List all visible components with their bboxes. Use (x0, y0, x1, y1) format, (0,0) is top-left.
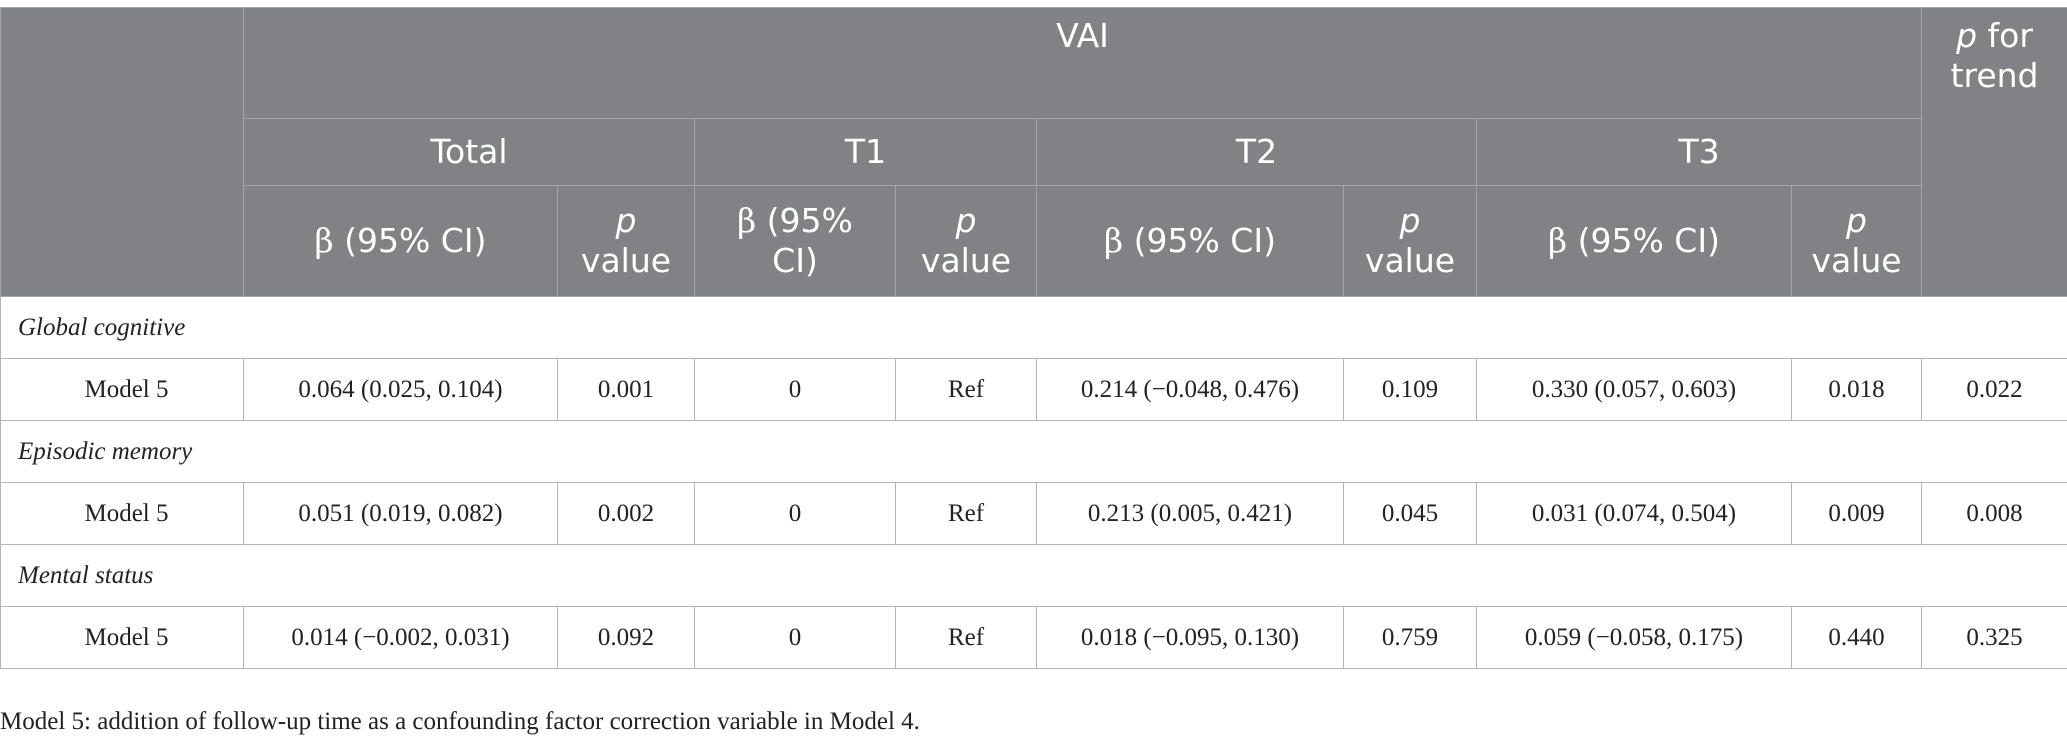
table-row: Model 5 0.051 (0.019, 0.082) 0.002 0 Ref… (0, 482, 2067, 545)
p-italic: p (615, 201, 637, 240)
header-total-beta: β (95% CI) (243, 185, 558, 297)
cell-t3-p: 0.018 (1790, 358, 1923, 421)
section-row-global-cognitive: Global cognitive (0, 296, 2067, 359)
p-value-word: value (580, 241, 672, 280)
cell-t1-beta: 0 (694, 358, 896, 421)
cell-t1-beta: 0 (694, 482, 896, 545)
cell-t2-beta: 0.018 (−0.095, 0.130) (1036, 606, 1344, 669)
header-trend-text: trend (1950, 56, 2039, 95)
header-for-text: for (1977, 16, 2033, 55)
cell-t3-beta: 0.059 (−0.058, 0.175) (1476, 606, 1792, 669)
header-corner (0, 7, 244, 297)
beta-symbol: β (314, 221, 334, 260)
row-label: Model 5 (0, 358, 244, 421)
beta-symbol: β (1104, 221, 1124, 260)
results-table: VAI p for trend Total T1 T2 T3 β (95% CI… (0, 7, 2067, 669)
section-row-episodic-memory: Episodic memory (0, 420, 2067, 483)
p-value-word: value (920, 241, 1012, 280)
cell-t1-p: Ref (895, 606, 1037, 669)
cell-total-beta: 0.014 (−0.002, 0.031) (243, 606, 558, 669)
header-t1-beta: β (95% CI) (694, 185, 896, 297)
beta-symbol: β (737, 201, 757, 240)
header-group-t2: T2 (1036, 118, 1477, 186)
cell-p-trend: 0.008 (1921, 482, 2067, 545)
beta-ci-label: (95% CI) (1123, 221, 1276, 260)
table-footnote: Model 5: addition of follow-up time as a… (0, 708, 920, 735)
header-row-3: β (95% CI) p value β (95% CI) p value β (95… (1, 185, 2067, 297)
cell-t1-beta: 0 (694, 606, 896, 669)
cell-t3-beta: 0.031 (0.074, 0.504) (1476, 482, 1792, 545)
cell-t3-p: 0.009 (1790, 482, 1923, 545)
header-t2-p: p value (1343, 185, 1477, 297)
header-t2-beta: β (95% CI) (1036, 185, 1344, 297)
cell-total-p: 0.002 (557, 482, 695, 545)
beta-symbol: β (1548, 221, 1568, 260)
header-row-1: VAI p for trend (0, 7, 2067, 297)
row-label: Model 5 (0, 606, 244, 669)
cell-t2-beta: 0.213 (0.005, 0.421) (1036, 482, 1344, 545)
header-p-for-trend: p for trend (1921, 7, 2067, 297)
beta-ci-label-line1: (95% (756, 201, 853, 240)
table-body: Global cognitive Model 5 0.064 (0.025, 0… (0, 296, 2067, 669)
cell-t2-beta: 0.214 (−0.048, 0.476) (1036, 358, 1344, 421)
header-total-p: p value (557, 185, 695, 297)
table-row: Model 5 0.014 (−0.002, 0.031) 0.092 0 Re… (0, 606, 2067, 669)
section-title: Mental status (0, 544, 2067, 607)
cell-p-trend: 0.325 (1921, 606, 2067, 669)
cell-t2-p: 0.759 (1343, 606, 1477, 669)
beta-ci-label: (95% CI) (333, 221, 487, 260)
header-row-2: Total T1 T2 T3 (1, 118, 2067, 186)
cell-t2-p: 0.109 (1343, 358, 1477, 421)
cell-total-beta: 0.064 (0.025, 0.104) (243, 358, 558, 421)
cell-p-trend: 0.022 (1921, 358, 2067, 421)
header-t1-p: p value (895, 185, 1037, 297)
beta-ci-label: (95% CI) (1567, 221, 1720, 260)
header-t3-p: p value (1790, 185, 1923, 297)
header-t3-beta: β (95% CI) (1476, 185, 1792, 297)
p-italic: p (1846, 201, 1867, 240)
cell-t1-p: Ref (895, 482, 1037, 545)
cell-t3-p: 0.440 (1790, 606, 1923, 669)
p-value-word: value (1811, 241, 1902, 280)
beta-ci-label-line2: CI) (772, 241, 818, 280)
cell-t2-p: 0.045 (1343, 482, 1477, 545)
table-header: VAI p for trend Total T1 T2 T3 β (95% CI… (0, 7, 2067, 297)
header-group-t3: T3 (1475, 118, 1923, 186)
row-label: Model 5 (0, 482, 244, 545)
cell-total-beta: 0.051 (0.019, 0.082) (243, 482, 558, 545)
table-row: Model 5 0.064 (0.025, 0.104) 0.001 0 Ref… (0, 358, 2067, 421)
header-group-t1: T1 (694, 118, 1037, 186)
p-italic: p (1399, 201, 1421, 240)
cell-t3-beta: 0.330 (0.057, 0.603) (1476, 358, 1792, 421)
header-p-italic: p (1956, 16, 1978, 55)
cell-t1-p: Ref (895, 358, 1037, 421)
p-value-word: value (1364, 241, 1456, 280)
cell-total-p: 0.001 (557, 358, 695, 421)
section-title: Episodic memory (0, 420, 2067, 483)
header-group-total: Total (243, 118, 695, 186)
section-title: Global cognitive (0, 296, 2067, 359)
cell-total-p: 0.092 (557, 606, 695, 669)
section-row-mental-status: Mental status (0, 544, 2067, 607)
p-italic: p (955, 201, 977, 240)
header-vai: VAI (242, 7, 1923, 119)
